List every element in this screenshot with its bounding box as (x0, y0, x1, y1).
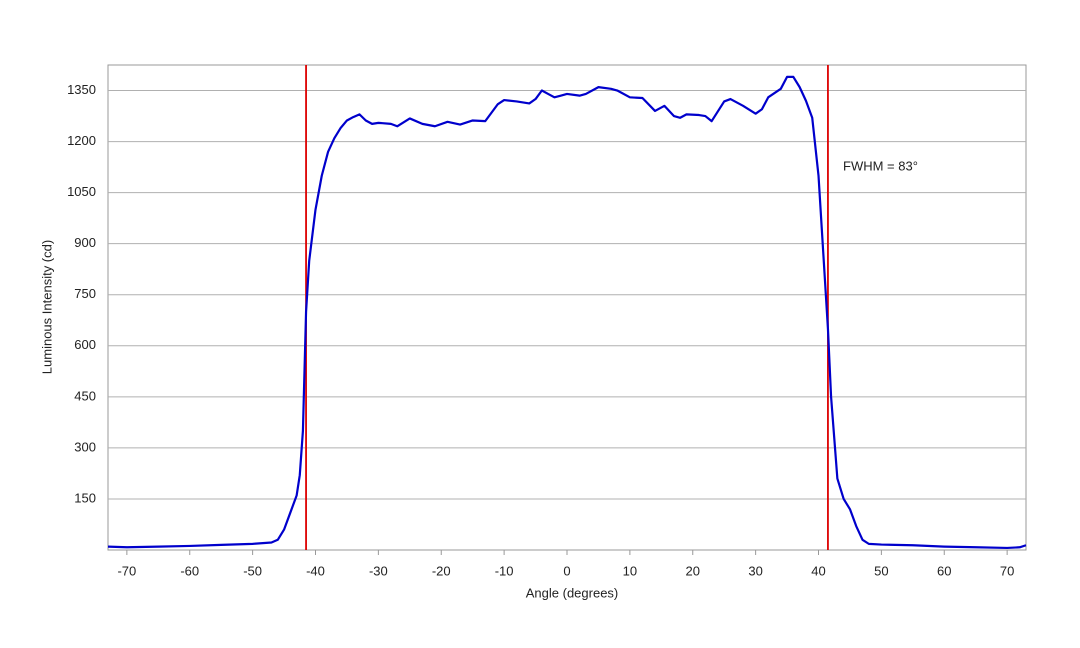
x-tick-label: 30 (748, 563, 762, 578)
y-tick-label: 300 (74, 439, 96, 454)
y-tick-label: 150 (74, 490, 96, 505)
y-tick-label: 1350 (67, 82, 96, 97)
x-tick-label: 10 (623, 563, 637, 578)
x-tick-label: 0 (563, 563, 570, 578)
x-tick-label: 20 (686, 563, 700, 578)
x-tick-label: 40 (811, 563, 825, 578)
x-tick-label: 60 (937, 563, 951, 578)
y-tick-label: 1200 (67, 133, 96, 148)
y-axis-label: Luminous Intensity (cd) (39, 240, 54, 374)
x-tick-label: 50 (874, 563, 888, 578)
plot-frame (107, 64, 1027, 551)
annotation: FWHM = 83° (843, 158, 918, 173)
x-tick-label: -50 (243, 563, 262, 578)
x-tick-label: 70 (1000, 563, 1014, 578)
data-line (107, 75, 1027, 550)
x-tick-label: -40 (306, 563, 325, 578)
x-tick-label: -30 (369, 563, 388, 578)
y-tick-label: 900 (74, 235, 96, 250)
x-tick-label: -70 (117, 563, 136, 578)
x-tick-label: -60 (180, 563, 199, 578)
x-tick-label: -10 (495, 563, 514, 578)
y-tick-label: 600 (74, 337, 96, 352)
x-tick-label: -20 (432, 563, 451, 578)
y-tick-label: 450 (74, 388, 96, 403)
x-axis-label: Angle (degrees) (526, 585, 619, 600)
y-tick-label: 750 (74, 286, 96, 301)
y-tick-label: 1050 (67, 184, 96, 199)
